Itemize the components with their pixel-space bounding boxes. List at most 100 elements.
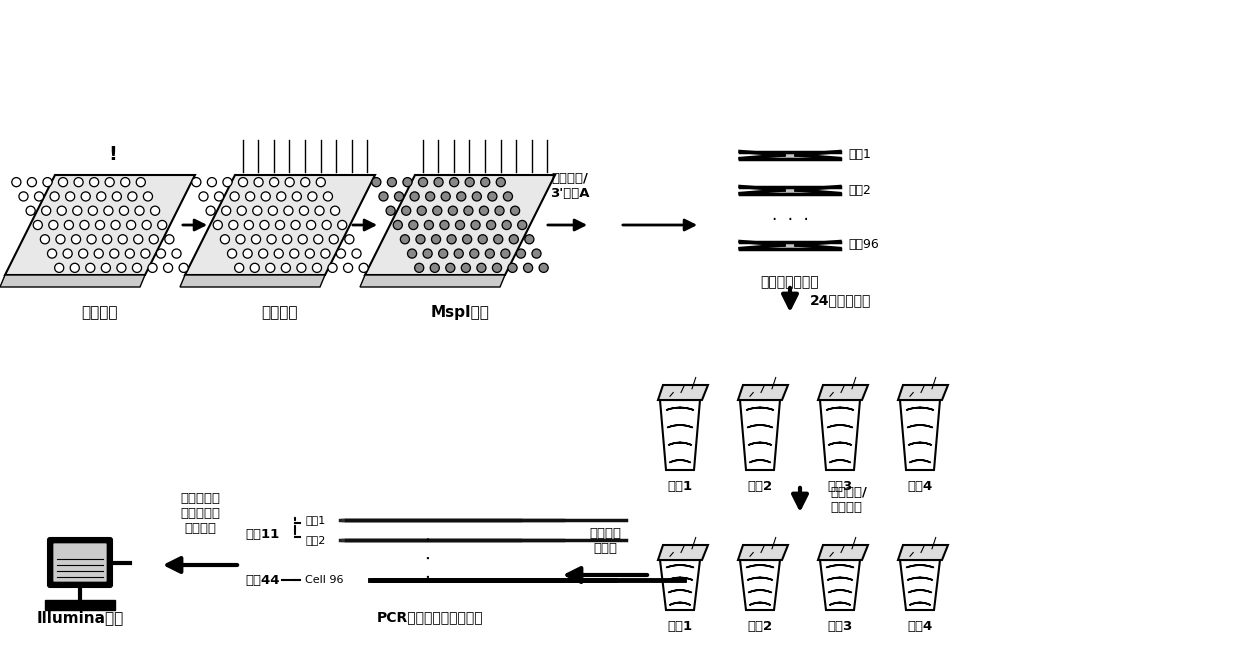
Circle shape [477, 263, 486, 272]
Circle shape [434, 208, 440, 214]
Circle shape [360, 263, 368, 272]
Circle shape [104, 206, 113, 215]
Circle shape [78, 249, 88, 258]
Circle shape [134, 234, 143, 244]
Circle shape [250, 263, 259, 272]
Circle shape [290, 249, 299, 258]
Circle shape [321, 249, 330, 258]
Circle shape [144, 222, 150, 228]
Circle shape [237, 236, 244, 242]
Circle shape [234, 263, 244, 272]
Text: 细胞2: 细胞2 [848, 183, 870, 196]
Circle shape [228, 249, 237, 258]
Circle shape [510, 265, 516, 271]
Circle shape [267, 265, 274, 271]
Polygon shape [360, 275, 505, 287]
Circle shape [505, 193, 511, 200]
Circle shape [404, 179, 410, 185]
Circle shape [74, 208, 81, 214]
FancyBboxPatch shape [53, 543, 107, 582]
Circle shape [316, 178, 325, 187]
Circle shape [267, 234, 277, 244]
Circle shape [118, 234, 128, 244]
Circle shape [425, 222, 432, 228]
Circle shape [294, 193, 300, 200]
Circle shape [387, 178, 397, 187]
Circle shape [56, 265, 62, 271]
Circle shape [332, 208, 339, 214]
Circle shape [492, 263, 501, 272]
Circle shape [291, 221, 300, 229]
Circle shape [208, 179, 215, 185]
Circle shape [222, 206, 231, 215]
Text: ·  ·  ·: · · · [771, 211, 808, 229]
Circle shape [45, 179, 51, 185]
Circle shape [141, 249, 150, 258]
Circle shape [480, 206, 489, 215]
Circle shape [120, 208, 128, 214]
Circle shape [246, 192, 254, 201]
Circle shape [322, 221, 331, 229]
Circle shape [27, 208, 33, 214]
Circle shape [148, 263, 157, 272]
Circle shape [71, 263, 79, 272]
Circle shape [424, 221, 434, 229]
Circle shape [236, 265, 242, 271]
Circle shape [496, 178, 505, 187]
Circle shape [58, 208, 64, 214]
Text: 混合1: 混合1 [667, 620, 693, 633]
Circle shape [66, 222, 72, 228]
Polygon shape [658, 545, 708, 560]
Circle shape [56, 234, 64, 244]
Circle shape [55, 263, 63, 272]
Circle shape [456, 192, 466, 201]
Circle shape [98, 193, 104, 200]
Circle shape [138, 179, 144, 185]
Circle shape [330, 234, 339, 244]
Circle shape [57, 236, 63, 242]
Circle shape [222, 236, 228, 242]
Text: Cell 96: Cell 96 [305, 575, 343, 585]
Circle shape [81, 192, 91, 201]
Text: 细胞分选: 细胞分选 [82, 305, 118, 320]
Circle shape [150, 206, 160, 215]
Circle shape [74, 178, 83, 187]
Circle shape [33, 221, 42, 229]
Text: 末端修复/
3'端加A: 末端修复/ 3'端加A [551, 172, 590, 200]
Circle shape [419, 178, 428, 187]
Circle shape [433, 206, 441, 215]
Circle shape [66, 192, 74, 201]
Circle shape [463, 234, 471, 244]
Circle shape [414, 263, 424, 272]
Text: 混合2: 混合2 [748, 620, 773, 633]
Circle shape [520, 222, 526, 228]
Circle shape [440, 221, 449, 229]
Circle shape [192, 178, 201, 187]
Circle shape [324, 222, 330, 228]
Circle shape [450, 208, 456, 214]
Text: 细胞裂解: 细胞裂解 [262, 305, 299, 320]
Text: 混合11: 混合11 [246, 529, 280, 542]
Circle shape [253, 206, 262, 215]
Circle shape [64, 250, 71, 257]
Circle shape [236, 234, 246, 244]
Circle shape [151, 208, 159, 214]
Text: 细胞2: 细胞2 [305, 535, 325, 545]
Circle shape [293, 192, 301, 201]
Circle shape [134, 265, 140, 271]
Circle shape [494, 234, 502, 244]
Circle shape [126, 221, 135, 229]
Circle shape [48, 250, 56, 257]
Circle shape [402, 206, 410, 215]
Circle shape [306, 221, 316, 229]
Circle shape [495, 236, 501, 242]
Circle shape [424, 250, 430, 257]
Circle shape [291, 250, 298, 257]
Circle shape [112, 221, 120, 229]
Text: MspI消化: MspI消化 [430, 305, 490, 320]
Circle shape [57, 206, 66, 215]
Circle shape [490, 193, 496, 200]
Circle shape [394, 192, 403, 201]
Circle shape [207, 208, 213, 214]
Circle shape [471, 221, 480, 229]
